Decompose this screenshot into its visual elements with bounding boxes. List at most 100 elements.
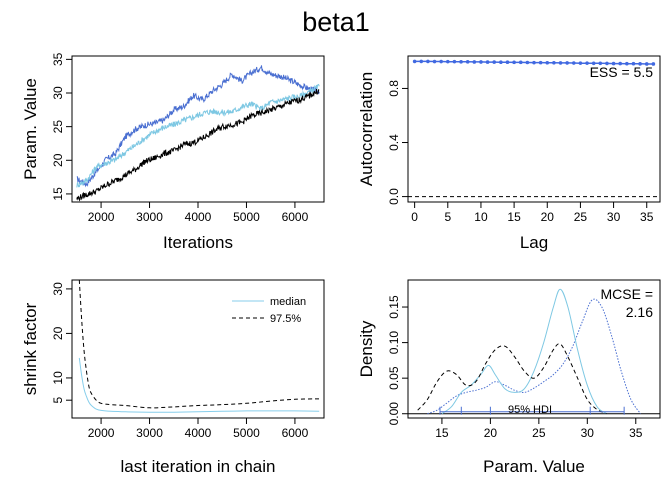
acf-axis-ticks: 0 5 10 15 20 25 30 35 0.0 0.4 0.8	[387, 80, 654, 224]
density-hdi-label: 95% HDI	[508, 404, 552, 416]
acf-point	[452, 59, 457, 64]
acf-ylabel: Autocorrelation	[357, 72, 376, 186]
acf-ess-label: ESS = 5.5	[590, 64, 654, 80]
density-xtick-label: 25	[532, 426, 546, 440]
density-chain-1-curve	[427, 298, 642, 415]
trace-xtick-label: 4000	[185, 210, 212, 224]
acf-xtick-label: 0	[411, 210, 418, 224]
density-mcse-label: MCSE =	[600, 286, 653, 302]
trace-xtick-label: 2000	[88, 210, 115, 224]
shrink-legend: median 97.5%	[232, 296, 306, 325]
acf-point	[638, 62, 642, 66]
acf-ytick-label: 0.4	[387, 134, 401, 151]
shrink-axis-ticks: 2000 3000 4000 5000 6000 5 10 20 30	[51, 282, 309, 440]
density-ytick-label: 0.10	[387, 331, 401, 355]
acf-point	[518, 60, 523, 65]
acf-point	[552, 60, 556, 65]
shrink-q975-line	[78, 279, 320, 409]
density-ytick-label: 0.00	[387, 402, 401, 426]
autocorrelation-panel: 0 5 10 15 20 25 30 35 0.0 0.4 0.8 ESS = 5.5 Lag Au…	[357, 55, 661, 252]
acf-xtick-label: 15	[507, 210, 521, 224]
acf-point	[611, 61, 616, 66]
density-xlabel: Param. Value	[483, 457, 585, 476]
trace-ylabel: Param. Value	[21, 78, 40, 180]
shrink-ytick-label: 10	[51, 371, 65, 385]
trace-panel: 2000 3000 4000 5000 6000 15 20 25 30 35 Iteration…	[21, 52, 325, 252]
acf-point	[532, 60, 536, 65]
acf-point	[512, 60, 516, 65]
acf-point	[605, 61, 609, 66]
acf-point	[565, 61, 569, 65]
shrink-ytick-label: 5	[51, 397, 65, 404]
density-ylabel: Density	[357, 320, 376, 377]
shrink-xtick-label: 6000	[282, 426, 309, 440]
trace-xlabel: Iterations	[163, 233, 233, 252]
shrink-ylabel: shrink factor	[21, 302, 40, 395]
density-ytick-label: 0.05	[387, 366, 401, 390]
density-xtick-label: 20	[484, 426, 498, 440]
shrink-series	[78, 279, 320, 413]
acf-point	[465, 60, 470, 64]
acf-point	[644, 62, 649, 66]
trace-chain-1-line	[76, 65, 320, 188]
trace-series	[76, 65, 320, 202]
acf-xtick-label: 25	[574, 210, 588, 224]
acf-point	[419, 59, 424, 64]
trace-xtick-label: 5000	[233, 210, 260, 224]
shrink-ytick-label: 20	[51, 326, 65, 340]
acf-xtick-label: 35	[640, 210, 654, 224]
trace-chain-2-line	[76, 83, 320, 188]
trace-chain-3-line	[76, 89, 320, 202]
acf-point	[618, 61, 623, 66]
acf-point	[625, 61, 629, 66]
trace-axis-ticks: 2000 3000 4000 5000 6000 15 20 25 30 35	[51, 52, 309, 224]
acf-point	[585, 61, 589, 65]
trace-ytick-label: 25	[51, 120, 65, 134]
shrink-panel: 2000 3000 4000 5000 6000 5 10 20 30 median 97.5%…	[21, 279, 325, 476]
main-title: beta1	[302, 7, 370, 37]
density-xtick-label: 15	[435, 426, 449, 440]
density-xtick-label: 35	[629, 426, 643, 440]
trace-ytick-label: 15	[51, 187, 65, 201]
legend-q975-label: 97.5%	[270, 313, 301, 325]
acf-point	[426, 59, 430, 64]
density-ytick-label: 0.15	[387, 295, 401, 319]
shrink-xtick-label: 2000	[88, 426, 115, 440]
acf-point	[439, 59, 443, 64]
density-panel: 15 20 25 30 35 0.00 0.05 0.10 0.15 MCSE = 2.16 9…	[357, 279, 661, 476]
acf-point	[538, 60, 543, 65]
trace-xtick-label: 6000	[282, 210, 309, 224]
acf-point	[578, 61, 583, 65]
acf-point	[631, 61, 636, 66]
acf-point	[505, 60, 510, 65]
acf-point	[525, 60, 530, 65]
acf-xtick-label: 30	[607, 210, 621, 224]
acf-point	[459, 60, 463, 64]
legend-median-label: median	[270, 296, 306, 308]
trace-xtick-label: 3000	[136, 210, 163, 224]
acf-point	[571, 61, 576, 65]
density-series	[408, 288, 660, 415]
acf-point	[499, 60, 503, 65]
shrink-xtick-label: 3000	[136, 426, 163, 440]
density-chain-3-curve	[417, 343, 607, 415]
acf-ytick-label: 0.8	[387, 80, 401, 97]
density-mcse-value: 2.16	[626, 304, 653, 320]
trace-ytick-label: 35	[51, 52, 65, 66]
acf-series	[408, 59, 660, 198]
density-xtick-label: 30	[581, 426, 595, 440]
shrink-xlabel: last iteration in chain	[121, 457, 276, 476]
acf-point	[432, 59, 437, 64]
shrink-xtick-label: 4000	[185, 426, 212, 440]
acf-xtick-label: 10	[474, 210, 488, 224]
acf-point	[651, 62, 656, 66]
acf-point	[485, 60, 490, 64]
shrink-xtick-label: 5000	[233, 426, 260, 440]
density-chain-2-curve	[441, 288, 607, 415]
trace-ytick-label: 30	[51, 86, 65, 100]
acf-xtick-label: 20	[541, 210, 555, 224]
acf-point	[472, 60, 477, 64]
acf-point	[558, 61, 563, 65]
acf-point	[412, 59, 417, 64]
density-plot-box	[407, 279, 661, 419]
